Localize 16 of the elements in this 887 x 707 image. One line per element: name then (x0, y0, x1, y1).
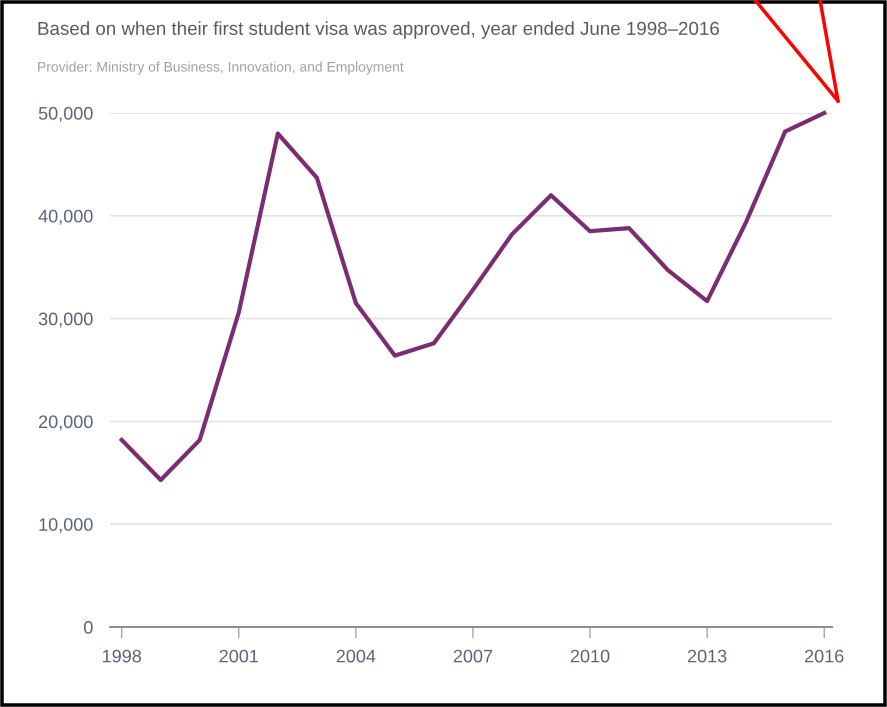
x-tick-label: 2013 (688, 650, 726, 662)
y-tick-label: 10,000 (39, 518, 93, 534)
x-tick-label: 2010 (570, 650, 610, 662)
y-tick-label: 0 (84, 620, 93, 634)
x-tick-label: 2001 (220, 650, 258, 662)
y-tick-label: 50,000 (38, 106, 93, 122)
x-tick-label: 2007 (454, 650, 492, 662)
y-tick-label: 20,000 (39, 415, 93, 430)
y-tick-label: 30,000 (38, 312, 93, 328)
chart-title: Based on when their first student visa was approved, year ended June 1998–2016 (38, 21, 719, 39)
chart-subtitle: Provider: Ministry of Business, Innovation, and Employment (38, 62, 404, 74)
x-tick-label: 2004 (336, 650, 376, 662)
x-tick-label: 2016 (805, 650, 844, 662)
y-tick-label: 40,000 (38, 210, 93, 225)
x-tick-label: 1998 (103, 650, 142, 662)
line-series (120, 110, 826, 482)
